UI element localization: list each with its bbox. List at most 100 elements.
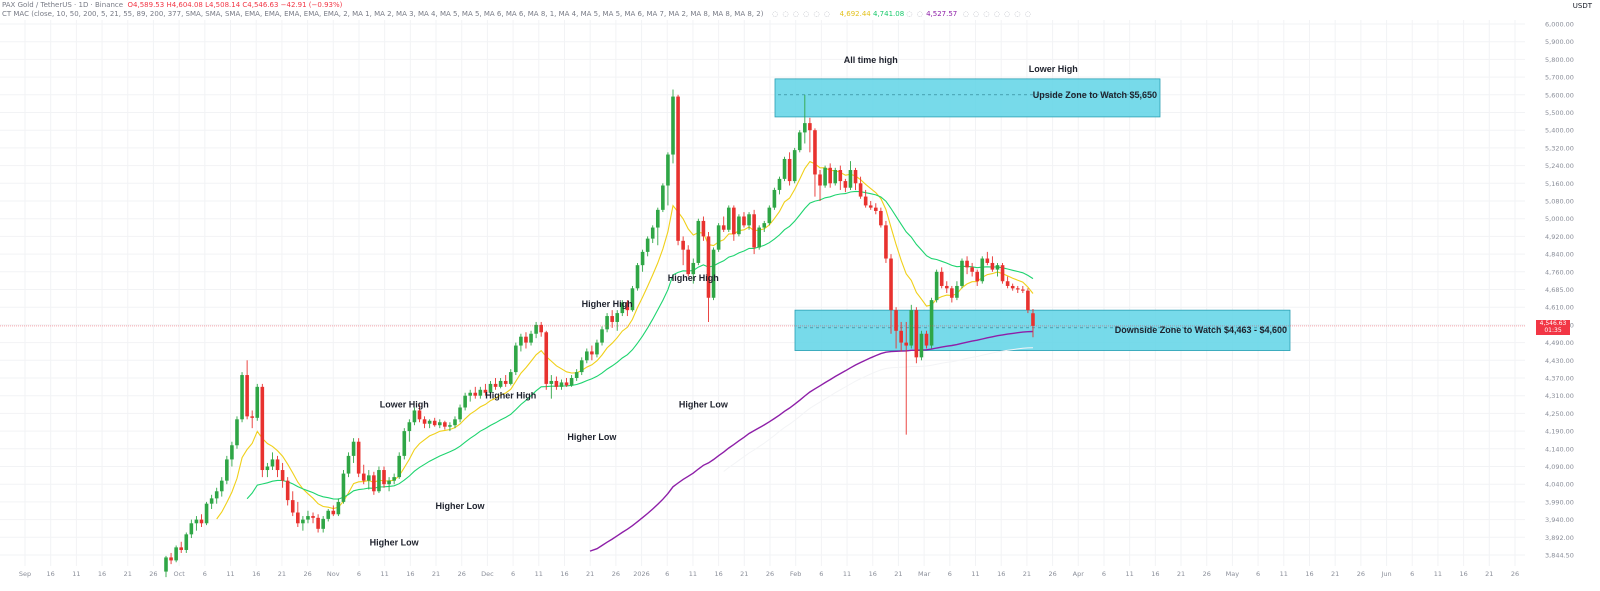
time-tick-label: 21 bbox=[1331, 570, 1339, 578]
candle-body bbox=[422, 419, 427, 424]
candle-body bbox=[681, 240, 685, 250]
candle-body bbox=[367, 475, 371, 481]
time-tick-label: 2026 bbox=[633, 570, 650, 578]
price-tick-label: 4,140.00 bbox=[1545, 445, 1574, 453]
candle-body bbox=[615, 313, 620, 322]
price-tick-label: 5,700.00 bbox=[1545, 74, 1574, 82]
ohlc-values: O4,589.53 H4,604.08 L4,508.14 C4,546.63 … bbox=[127, 1, 343, 9]
candle-body bbox=[453, 419, 457, 426]
time-tick-label: 6 bbox=[819, 570, 823, 578]
pattern-label: Higher Low bbox=[436, 501, 486, 511]
candle-body bbox=[437, 422, 442, 426]
candle-body bbox=[960, 260, 964, 286]
candle-body bbox=[605, 316, 609, 330]
candle-body bbox=[432, 420, 437, 426]
candle-body bbox=[488, 383, 493, 393]
candle-body bbox=[1026, 290, 1030, 311]
candle-body bbox=[955, 285, 959, 298]
candle-body bbox=[975, 271, 979, 282]
candle-body bbox=[868, 205, 873, 208]
time-tick-label: Nov bbox=[327, 570, 340, 578]
time-tick-label: 16 bbox=[714, 570, 722, 578]
chart-header-symbol[interactable]: PAX Gold / TetherUS · 1D · Binance O4,58… bbox=[2, 1, 342, 9]
candle-body bbox=[356, 441, 361, 474]
candle-body bbox=[529, 333, 533, 343]
candle-body bbox=[519, 336, 523, 346]
time-tick-label: 21 bbox=[740, 570, 748, 578]
candle-body bbox=[230, 445, 234, 460]
last-price-tag: 4,546.63 01:35 bbox=[1536, 319, 1570, 335]
time-tick-label: 16 bbox=[406, 570, 414, 578]
indicator-params[interactable]: CT MAC (close, 10, 50, 200, 5, 21, 55, 8… bbox=[2, 10, 764, 18]
candle-body bbox=[853, 170, 858, 184]
time-tick-label: 16 bbox=[869, 570, 877, 578]
currency-label[interactable]: USDT bbox=[1572, 2, 1592, 10]
candle-body bbox=[782, 158, 787, 179]
candle-body bbox=[534, 324, 538, 334]
candle-body bbox=[767, 207, 772, 224]
candle-body bbox=[995, 265, 1000, 270]
candle-body bbox=[787, 158, 792, 182]
candle-body bbox=[894, 310, 898, 331]
candle-body bbox=[610, 316, 614, 322]
candle-body bbox=[919, 333, 924, 358]
symbol-name[interactable]: PAX Gold / TetherUS · 1D · Binance bbox=[2, 1, 124, 9]
price-tick-label: 5,080.00 bbox=[1545, 198, 1574, 206]
candle-body bbox=[265, 466, 270, 471]
candle-body bbox=[209, 498, 214, 504]
candle-body bbox=[290, 500, 295, 513]
chart-header-indicator[interactable]: CT MAC (close, 10, 50, 200, 5, 21, 55, 8… bbox=[2, 10, 1032, 18]
candle-body bbox=[341, 473, 346, 502]
time-tick-label: 21 bbox=[432, 570, 440, 578]
candle-body bbox=[544, 332, 549, 384]
time-tick-label: Feb bbox=[790, 570, 802, 578]
candle-body bbox=[914, 310, 919, 358]
candle-body bbox=[879, 210, 883, 226]
candle-body bbox=[899, 330, 903, 343]
candle-body bbox=[706, 236, 711, 298]
time-tick-label: 11 bbox=[226, 570, 234, 578]
candle-body bbox=[737, 216, 741, 235]
candle-body bbox=[990, 262, 995, 270]
candle-body bbox=[803, 123, 807, 133]
candle-body bbox=[361, 473, 366, 481]
candle-body bbox=[417, 410, 422, 420]
candle-body bbox=[559, 382, 564, 387]
candle-body bbox=[508, 372, 513, 384]
time-tick-label: Apr bbox=[1073, 570, 1085, 578]
time-tick-label: 16 bbox=[1459, 570, 1467, 578]
candle-body bbox=[620, 302, 625, 314]
price-tick-label: 5,500.00 bbox=[1545, 109, 1574, 117]
candle-body bbox=[554, 380, 559, 387]
ma-value-2: 4,741.08 bbox=[873, 10, 905, 18]
candle-body bbox=[797, 132, 802, 151]
indicator-visibility-icons[interactable]: ◌ ◌ ◌ ◌ ◌ ◌ bbox=[765, 10, 838, 18]
candle-body bbox=[397, 455, 402, 478]
price-tick-label: 4,490.00 bbox=[1545, 339, 1574, 347]
time-tick-label: 11 bbox=[1280, 570, 1288, 578]
price-tick-label: 4,090.00 bbox=[1545, 463, 1574, 471]
pattern-label: Higher High bbox=[582, 299, 633, 309]
time-tick-label: 21 bbox=[586, 570, 594, 578]
candle-body bbox=[199, 519, 204, 524]
candle-body bbox=[280, 470, 285, 481]
candle-body bbox=[924, 333, 929, 346]
candle-body bbox=[650, 227, 655, 239]
pattern-label: Higher High bbox=[668, 273, 719, 283]
candle-body bbox=[635, 265, 640, 289]
candle-body bbox=[742, 216, 746, 226]
indicator-trailing-icons: ◌ ◌ ◌ ◌ ◌ ◌ ◌ bbox=[959, 10, 1032, 18]
candle-body bbox=[412, 410, 417, 423]
pattern-label: Lower High bbox=[1029, 64, 1078, 74]
candle-body bbox=[1015, 288, 1020, 290]
candle-body bbox=[590, 351, 594, 355]
candle-body bbox=[965, 260, 969, 268]
time-tick-label: 26 bbox=[149, 570, 157, 578]
moving-averages bbox=[216, 160, 1034, 552]
last-price-value: 4,546.63 bbox=[1539, 319, 1567, 327]
ma-faint-line bbox=[723, 347, 1034, 472]
candle-body bbox=[939, 271, 944, 286]
time-axis: Sep 16 11 16 21 26 Oct 6 11 16 21 26 Nov 6 11 16 21 26 Dec… bbox=[19, 570, 1519, 578]
candle-body bbox=[950, 288, 954, 298]
